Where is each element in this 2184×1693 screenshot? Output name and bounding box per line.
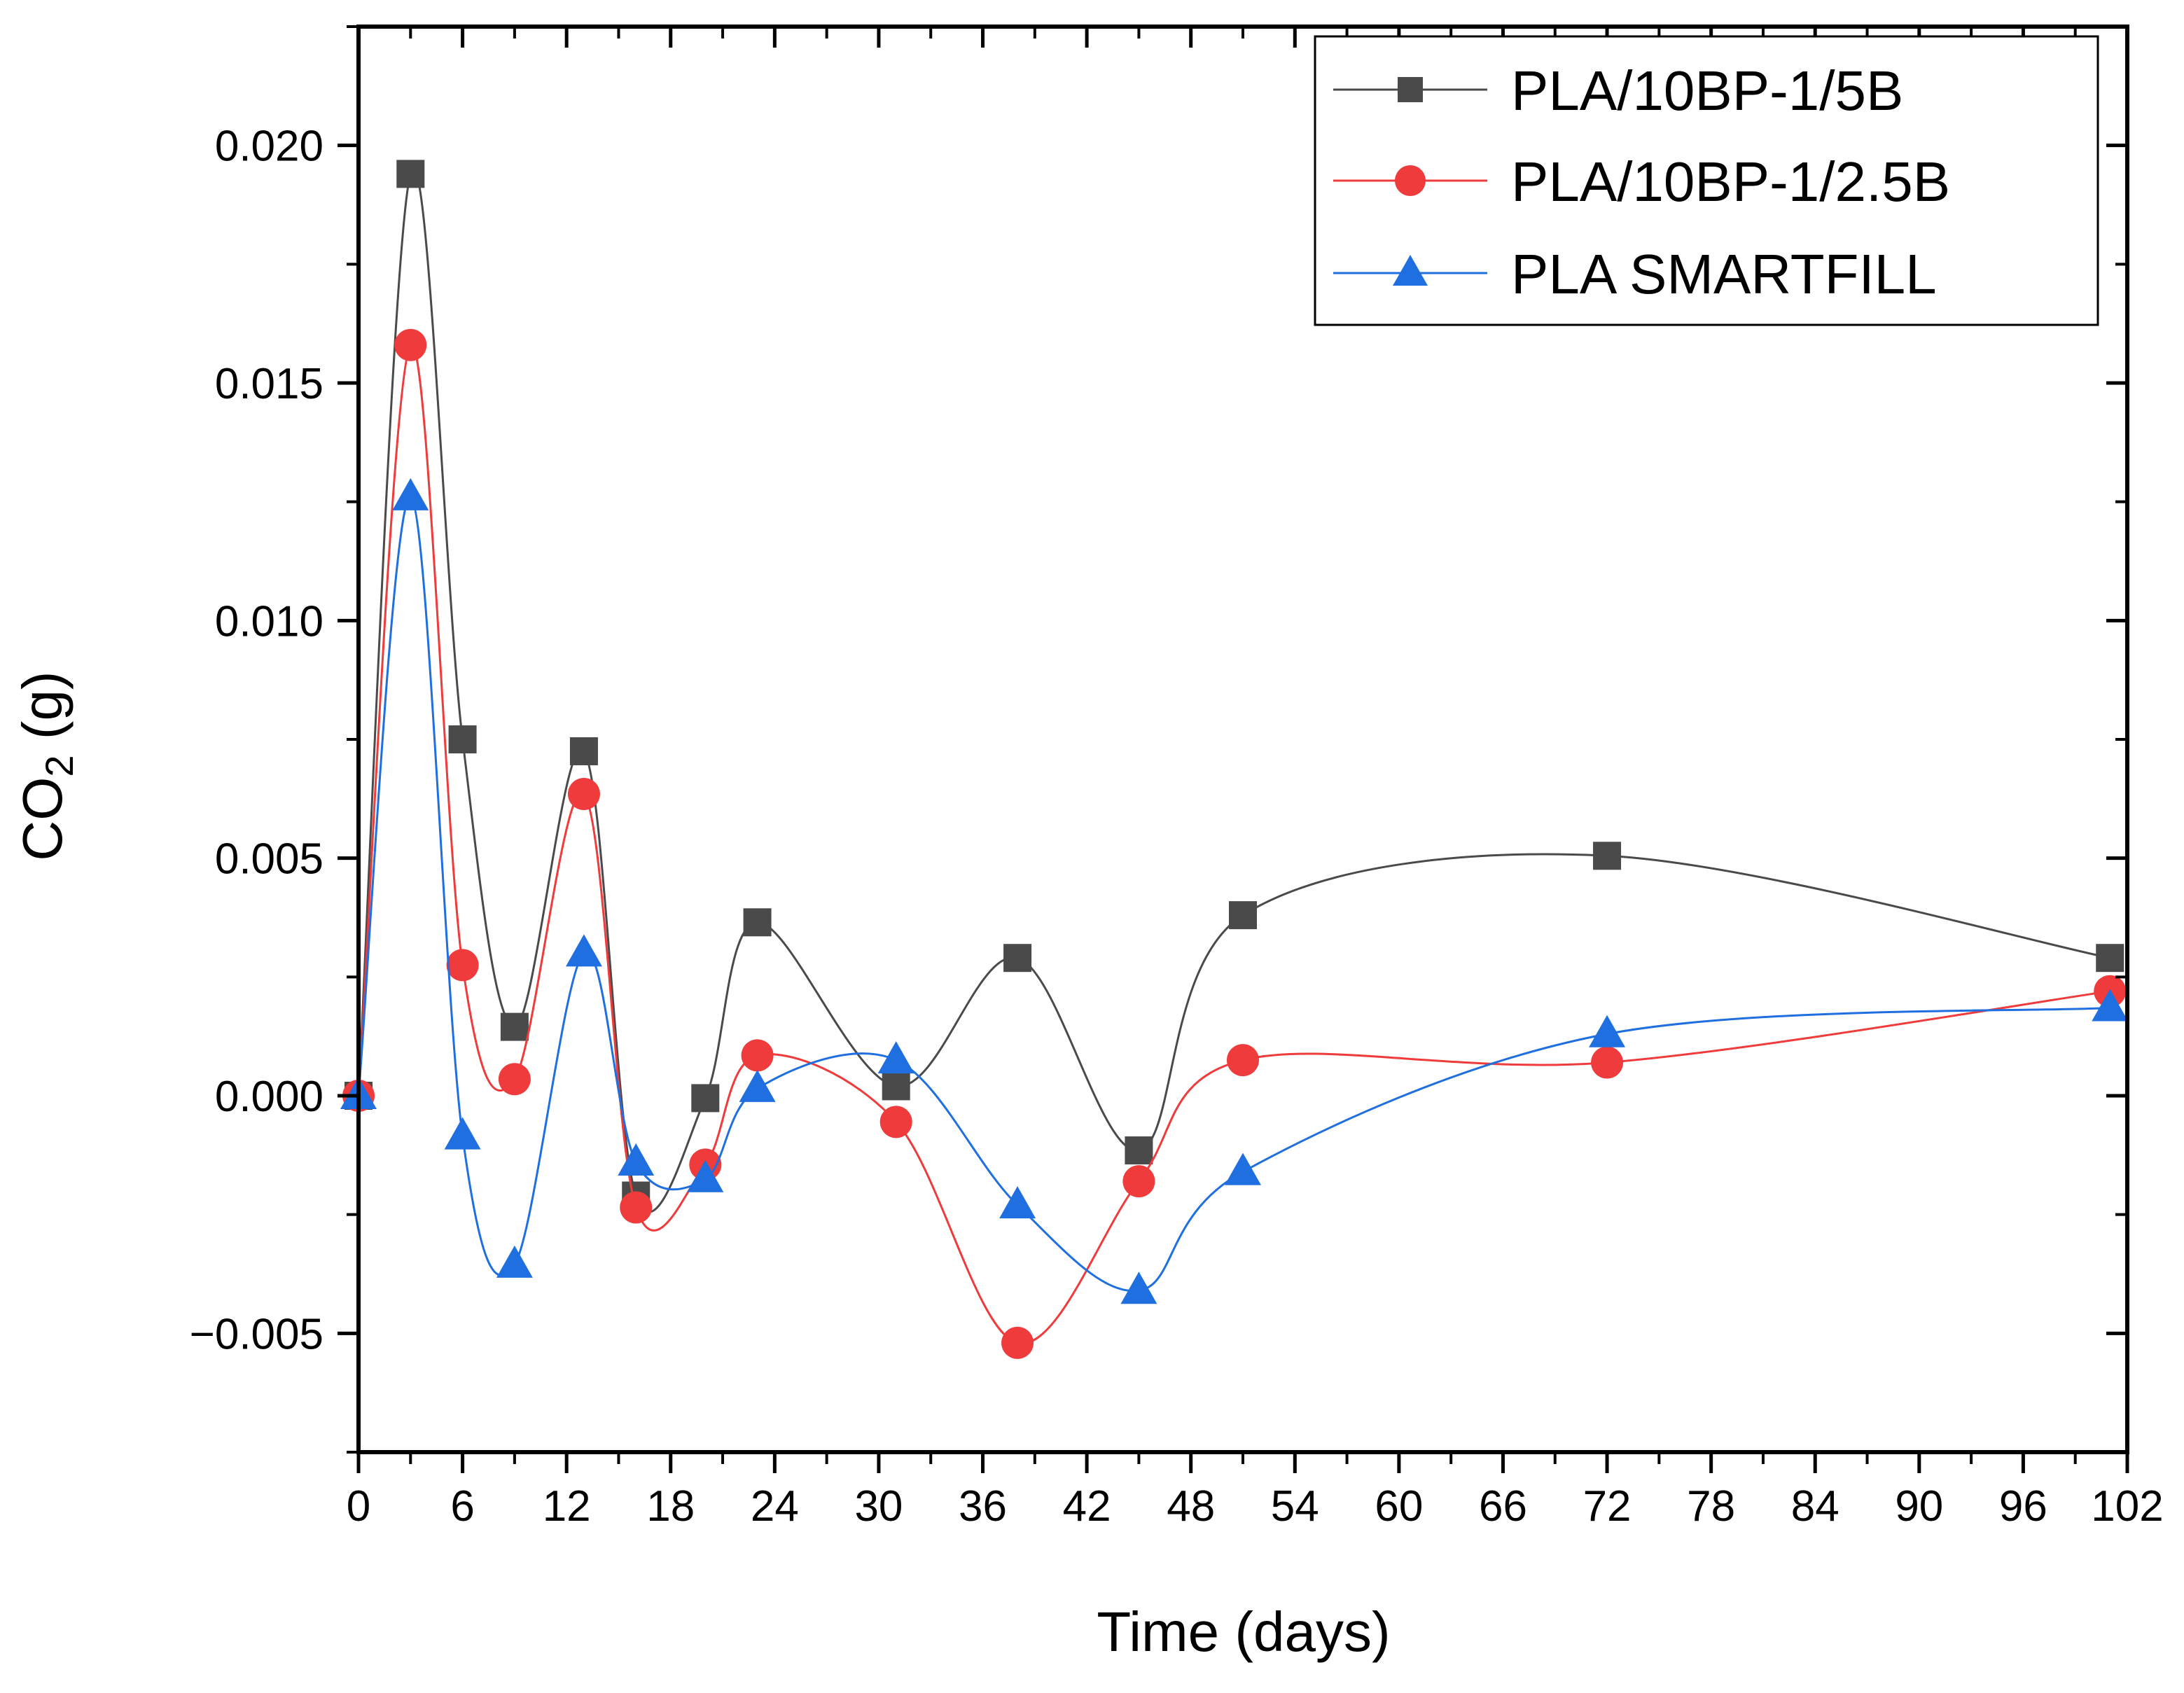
data-point-circle: [1591, 1046, 1624, 1079]
data-point-square: [2096, 944, 2124, 973]
data-point-square: [691, 1084, 720, 1113]
data-point-triangle: [877, 1041, 914, 1074]
data-point-square: [1003, 944, 1032, 973]
data-point-square: [500, 1012, 529, 1041]
x-tick-label: 12: [543, 1482, 591, 1531]
x-tick-label: 54: [1271, 1482, 1319, 1531]
y-tick-label: 0.000: [215, 1073, 324, 1121]
x-tick-label: 0: [347, 1482, 370, 1531]
legend: PLA/10BP-1/5B PLA/10BP-1/2.5B PLA SMARTF…: [1314, 35, 2099, 326]
tick-labels-layer: 0 6 12 18 24 30 36 42 48 54 60 66 72 78 84 90 96 102 −0.00…: [190, 123, 2164, 1531]
data-point-triangle: [565, 934, 602, 967]
x-axis-title: Time (days): [1097, 1601, 1390, 1663]
x-tick-label: 78: [1687, 1482, 1735, 1531]
data-point-square: [882, 1072, 910, 1101]
x-tick-label: 48: [1167, 1482, 1215, 1531]
y-axis-title-main: CO: [11, 777, 74, 861]
x-tick-label: 102: [2091, 1482, 2163, 1531]
y-axis-title-subscript: 2: [37, 755, 81, 776]
legend-marker-square: [1398, 77, 1423, 102]
data-point-circle: [567, 778, 600, 811]
data-point-triangle: [1225, 1152, 1261, 1185]
data-point-triangle: [444, 1117, 481, 1150]
legend-label-pla-smartfill: PLA SMARTFILL: [1511, 243, 1937, 305]
data-point-square: [743, 908, 772, 937]
data-point-triangle: [392, 478, 429, 510]
data-point-triangle: [496, 1245, 533, 1278]
x-tick-label: 18: [646, 1482, 695, 1531]
data-point-circle: [1001, 1326, 1034, 1359]
data-point-triangle: [1589, 1015, 1626, 1047]
x-tick-label: 66: [1479, 1482, 1527, 1531]
data-point-square: [1125, 1136, 1153, 1165]
legend-item-pla-10bp-1-5b: PLA/10BP-1/5B: [1333, 60, 1903, 122]
data-point-circle: [1122, 1165, 1155, 1198]
data-point-triangle: [687, 1159, 724, 1192]
data-point-circle: [620, 1191, 653, 1224]
data-point-triangle: [1120, 1272, 1157, 1304]
y-tick-label: 0.005: [215, 835, 324, 884]
data-point-circle: [1227, 1044, 1259, 1077]
data-point-triangle: [739, 1069, 776, 1102]
y-tick-label: −0.005: [190, 1310, 324, 1358]
data-point-square: [569, 737, 598, 765]
y-axis-title: CO2 (g): [11, 671, 81, 861]
x-tick-label: 90: [1895, 1482, 1943, 1531]
data-point-triangle: [2092, 989, 2129, 1022]
y-tick-label: 0.020: [215, 123, 324, 171]
series-layer: [340, 160, 2129, 1359]
y-axis-title-unit: (g): [11, 671, 74, 755]
x-tick-label: 24: [751, 1482, 799, 1531]
x-tick-label: 84: [1791, 1482, 1839, 1531]
x-tick-label: 6: [450, 1482, 474, 1531]
legend-item-pla-smartfill: PLA SMARTFILL: [1333, 243, 1937, 305]
legend-label-pla-10bp-1-5b: PLA/10BP-1/5B: [1511, 60, 1903, 122]
x-tick-label: 96: [1999, 1482, 2047, 1531]
data-point-circle: [741, 1039, 774, 1072]
legend-marker-circle: [1395, 165, 1426, 196]
data-point-square: [1229, 901, 1257, 930]
data-point-circle: [394, 328, 427, 361]
data-point-triangle: [999, 1186, 1036, 1219]
series-2: [340, 478, 2129, 1304]
data-point-triangle: [618, 1143, 655, 1176]
x-tick-label: 42: [1063, 1482, 1111, 1531]
legend-item-pla-10bp-1-2-5b: PLA/10BP-1/2.5B: [1333, 151, 1950, 213]
data-point-circle: [879, 1106, 912, 1138]
data-point-circle: [446, 949, 479, 982]
data-point-square: [396, 160, 425, 188]
y-tick-label: 0.010: [215, 597, 324, 646]
x-tick-label: 36: [959, 1482, 1007, 1531]
x-tick-label: 30: [854, 1482, 903, 1531]
data-point-square: [448, 725, 477, 753]
data-point-square: [1593, 842, 1622, 870]
legend-marker-triangle: [1393, 255, 1428, 286]
x-tick-label: 72: [1583, 1482, 1632, 1531]
legend-label-pla-10bp-1-2-5b: PLA/10BP-1/2.5B: [1511, 151, 1950, 213]
y-tick-label: 0.015: [215, 360, 324, 408]
data-point-circle: [498, 1063, 531, 1096]
x-tick-label: 60: [1375, 1482, 1423, 1531]
